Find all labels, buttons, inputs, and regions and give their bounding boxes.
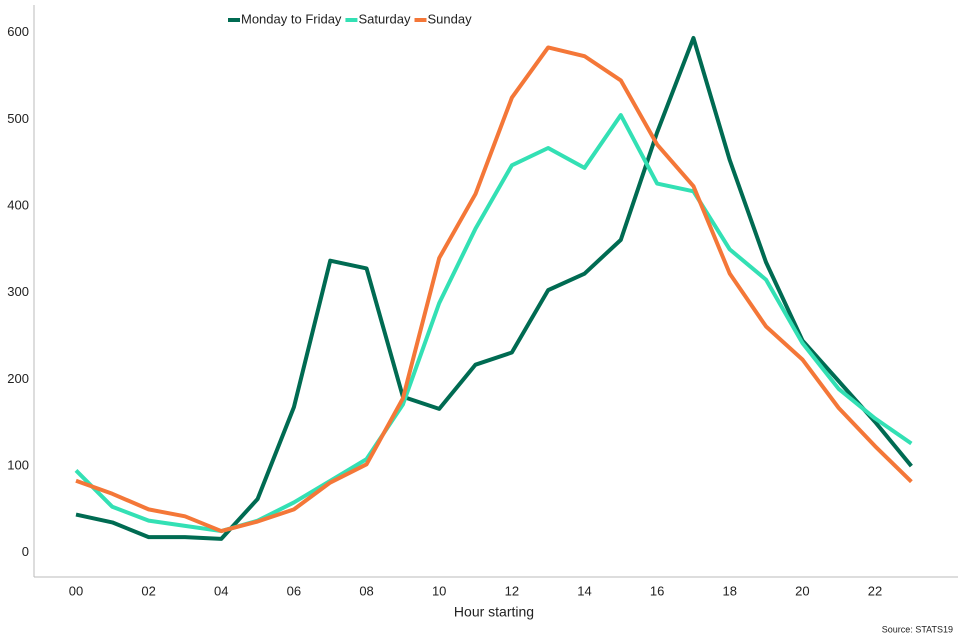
x-tick-label: 16 — [650, 583, 664, 598]
x-tick-label: 18 — [723, 583, 737, 598]
x-tick-label: 20 — [795, 583, 809, 598]
x-tick-label: 10 — [432, 583, 446, 598]
x-tick-label: 04 — [214, 583, 228, 598]
y-tick-label: 200 — [7, 371, 29, 386]
y-tick-label: 0 — [22, 544, 29, 559]
line — [75, 35, 913, 541]
y-tick-label: 300 — [7, 284, 29, 299]
y-tick-label: 600 — [7, 24, 29, 39]
x-tick-label: 06 — [287, 583, 301, 598]
line — [75, 45, 913, 534]
line — [74, 113, 913, 534]
x-tick-label: 14 — [577, 583, 591, 598]
x-tick-label: 12 — [505, 583, 519, 598]
legend-label: Monday to Friday — [241, 11, 342, 26]
x-tick-label: 02 — [141, 583, 155, 598]
x-tick-label: 22 — [868, 583, 882, 598]
y-tick-label: 400 — [7, 198, 29, 213]
source: Source: STATS19 — [882, 624, 953, 634]
legend-label: Sunday — [427, 11, 472, 26]
legend-label: Saturday — [358, 11, 411, 26]
y-tick-label: 500 — [7, 111, 29, 126]
y-tick-label: 100 — [7, 458, 29, 473]
x-axis-label: Hour starting — [454, 604, 534, 620]
x-tick-label: 08 — [359, 583, 373, 598]
x-tick-label: 00 — [69, 583, 83, 598]
